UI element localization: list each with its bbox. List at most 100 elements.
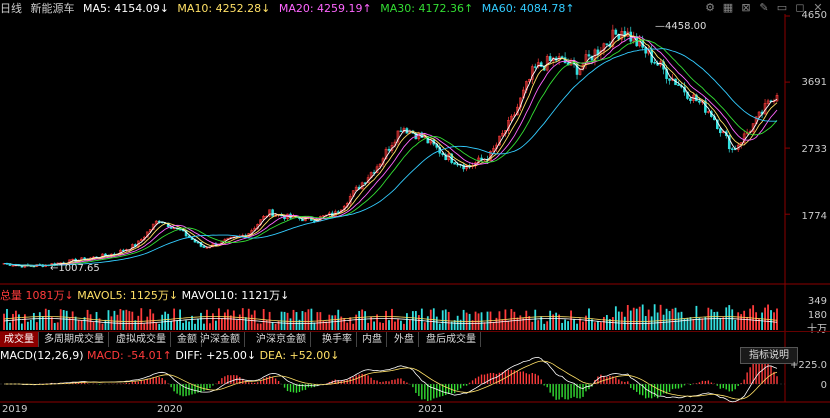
volume-bar — [3, 313, 5, 330]
candle-body — [590, 55, 594, 61]
candle-body — [605, 43, 609, 45]
volume-bar — [50, 317, 53, 330]
volume-bar — [758, 318, 760, 330]
tab-hs-amount[interactable]: 沪深金额 — [196, 332, 245, 347]
volume-bar — [47, 309, 50, 330]
layout-icon[interactable]: ▦ — [722, 1, 734, 14]
volume-bar — [349, 317, 352, 330]
volume-bar — [600, 322, 602, 330]
volume-bar — [238, 314, 241, 330]
volume-bar — [176, 320, 179, 330]
volume-bar — [710, 309, 713, 330]
volume-bar — [343, 318, 346, 330]
tab-after-hours[interactable]: 盘后成交量 — [422, 332, 481, 347]
volume-bar — [373, 321, 375, 330]
volume-bar — [125, 309, 128, 330]
candle-body — [727, 135, 731, 150]
indicator-tab-bar: 成交量 多周期成交量 虚拟成交量 金额 沪深金额 沪深京金额 换手率 内盘 外盘… — [0, 331, 830, 347]
volume-bar — [638, 306, 641, 330]
minimize-icon[interactable]: ▭ — [776, 1, 788, 14]
volume-bar — [310, 308, 313, 330]
volume-bar — [253, 310, 256, 330]
volume-bar — [331, 315, 334, 330]
dea-value: DEA: +52.00↓ — [259, 349, 340, 362]
volume-bar — [585, 315, 587, 330]
volume-bar — [406, 313, 408, 330]
volume-bar — [776, 308, 778, 330]
volume-bar — [573, 319, 575, 330]
volume-total: 1081万↓ — [25, 289, 74, 302]
volume-bar — [107, 310, 110, 330]
period-label[interactable]: 日线 — [0, 2, 22, 15]
volume-bar — [683, 318, 686, 330]
volume-bar — [528, 315, 531, 330]
volume-bar — [438, 323, 441, 330]
volume-bar — [534, 309, 537, 330]
candle-body — [533, 66, 537, 68]
tab-volume[interactable]: 成交量 — [0, 332, 39, 347]
lock-icon[interactable]: ⊠ — [741, 1, 751, 14]
tab-multi-period-volume[interactable]: 多周期成交量 — [40, 332, 109, 347]
candle-body — [441, 152, 445, 156]
macd-axis-zero: 0 — [820, 380, 827, 391]
volume-bar — [325, 321, 328, 330]
volume-bar — [361, 309, 364, 330]
candle-body — [730, 148, 734, 150]
volume-bar — [9, 322, 11, 330]
volume-label: 总量 — [0, 289, 22, 302]
candle-body — [587, 54, 591, 57]
volume-bar — [119, 309, 122, 330]
volume-bar — [656, 312, 659, 330]
volume-bar — [444, 309, 447, 330]
volume-bar — [152, 313, 155, 330]
volume-bar — [295, 312, 298, 330]
volume-bar — [423, 322, 426, 330]
volume-bar — [274, 323, 277, 330]
volume-bar — [44, 308, 47, 330]
tab-virtual-volume[interactable]: 虚拟成交量 — [112, 332, 171, 347]
settings-icon[interactable]: ⚙ — [705, 1, 715, 14]
volume-bar — [471, 320, 474, 330]
tab-inner[interactable]: 内盘 — [358, 332, 387, 347]
volume-bar — [629, 310, 632, 330]
tab-hsj-amount[interactable]: 沪深京金额 — [252, 332, 311, 347]
candle-body — [402, 128, 406, 132]
ma10-value: MA10: 4252.28↓ — [177, 2, 271, 15]
candle-body — [677, 84, 680, 86]
volume-bar — [101, 323, 104, 330]
volume-bar — [546, 321, 549, 330]
edit-icon[interactable]: ✎ — [759, 1, 769, 14]
candle-body — [354, 186, 358, 192]
volume-bar — [713, 312, 716, 330]
window-icon[interactable]: ◻ — [795, 1, 805, 14]
sector-name: 新能源车 — [30, 2, 75, 15]
tab-outer[interactable]: 外盘 — [390, 332, 419, 347]
volume-bar — [18, 314, 20, 330]
candle-body — [766, 100, 770, 104]
volume-bar — [561, 322, 564, 330]
volume-bar — [420, 308, 423, 330]
candle-body — [71, 258, 74, 261]
volume-bar — [379, 322, 381, 330]
volume-bar — [746, 316, 749, 330]
volume-bar — [510, 309, 513, 330]
tab-amount[interactable]: 金额 — [173, 332, 202, 347]
indicator-help-button[interactable]: 指标说明 — [740, 347, 798, 364]
volume-bar — [188, 321, 190, 330]
tab-turnover[interactable]: 换手率 — [318, 332, 357, 347]
volume-bar — [215, 320, 217, 330]
volume-bar — [250, 314, 253, 330]
volume-bar — [68, 317, 71, 330]
volume-bar — [417, 315, 420, 330]
candle-body — [271, 209, 274, 217]
volume-bar — [41, 316, 44, 330]
volume-bar — [385, 310, 387, 330]
candle-body — [384, 148, 388, 159]
volume-bar — [602, 316, 605, 330]
price-axis-label: 2733 — [801, 144, 827, 155]
volume-bar — [83, 317, 86, 330]
volume-bar — [32, 312, 35, 330]
volume-bar — [77, 320, 80, 330]
close-icon[interactable]: ✕ — [813, 1, 823, 14]
